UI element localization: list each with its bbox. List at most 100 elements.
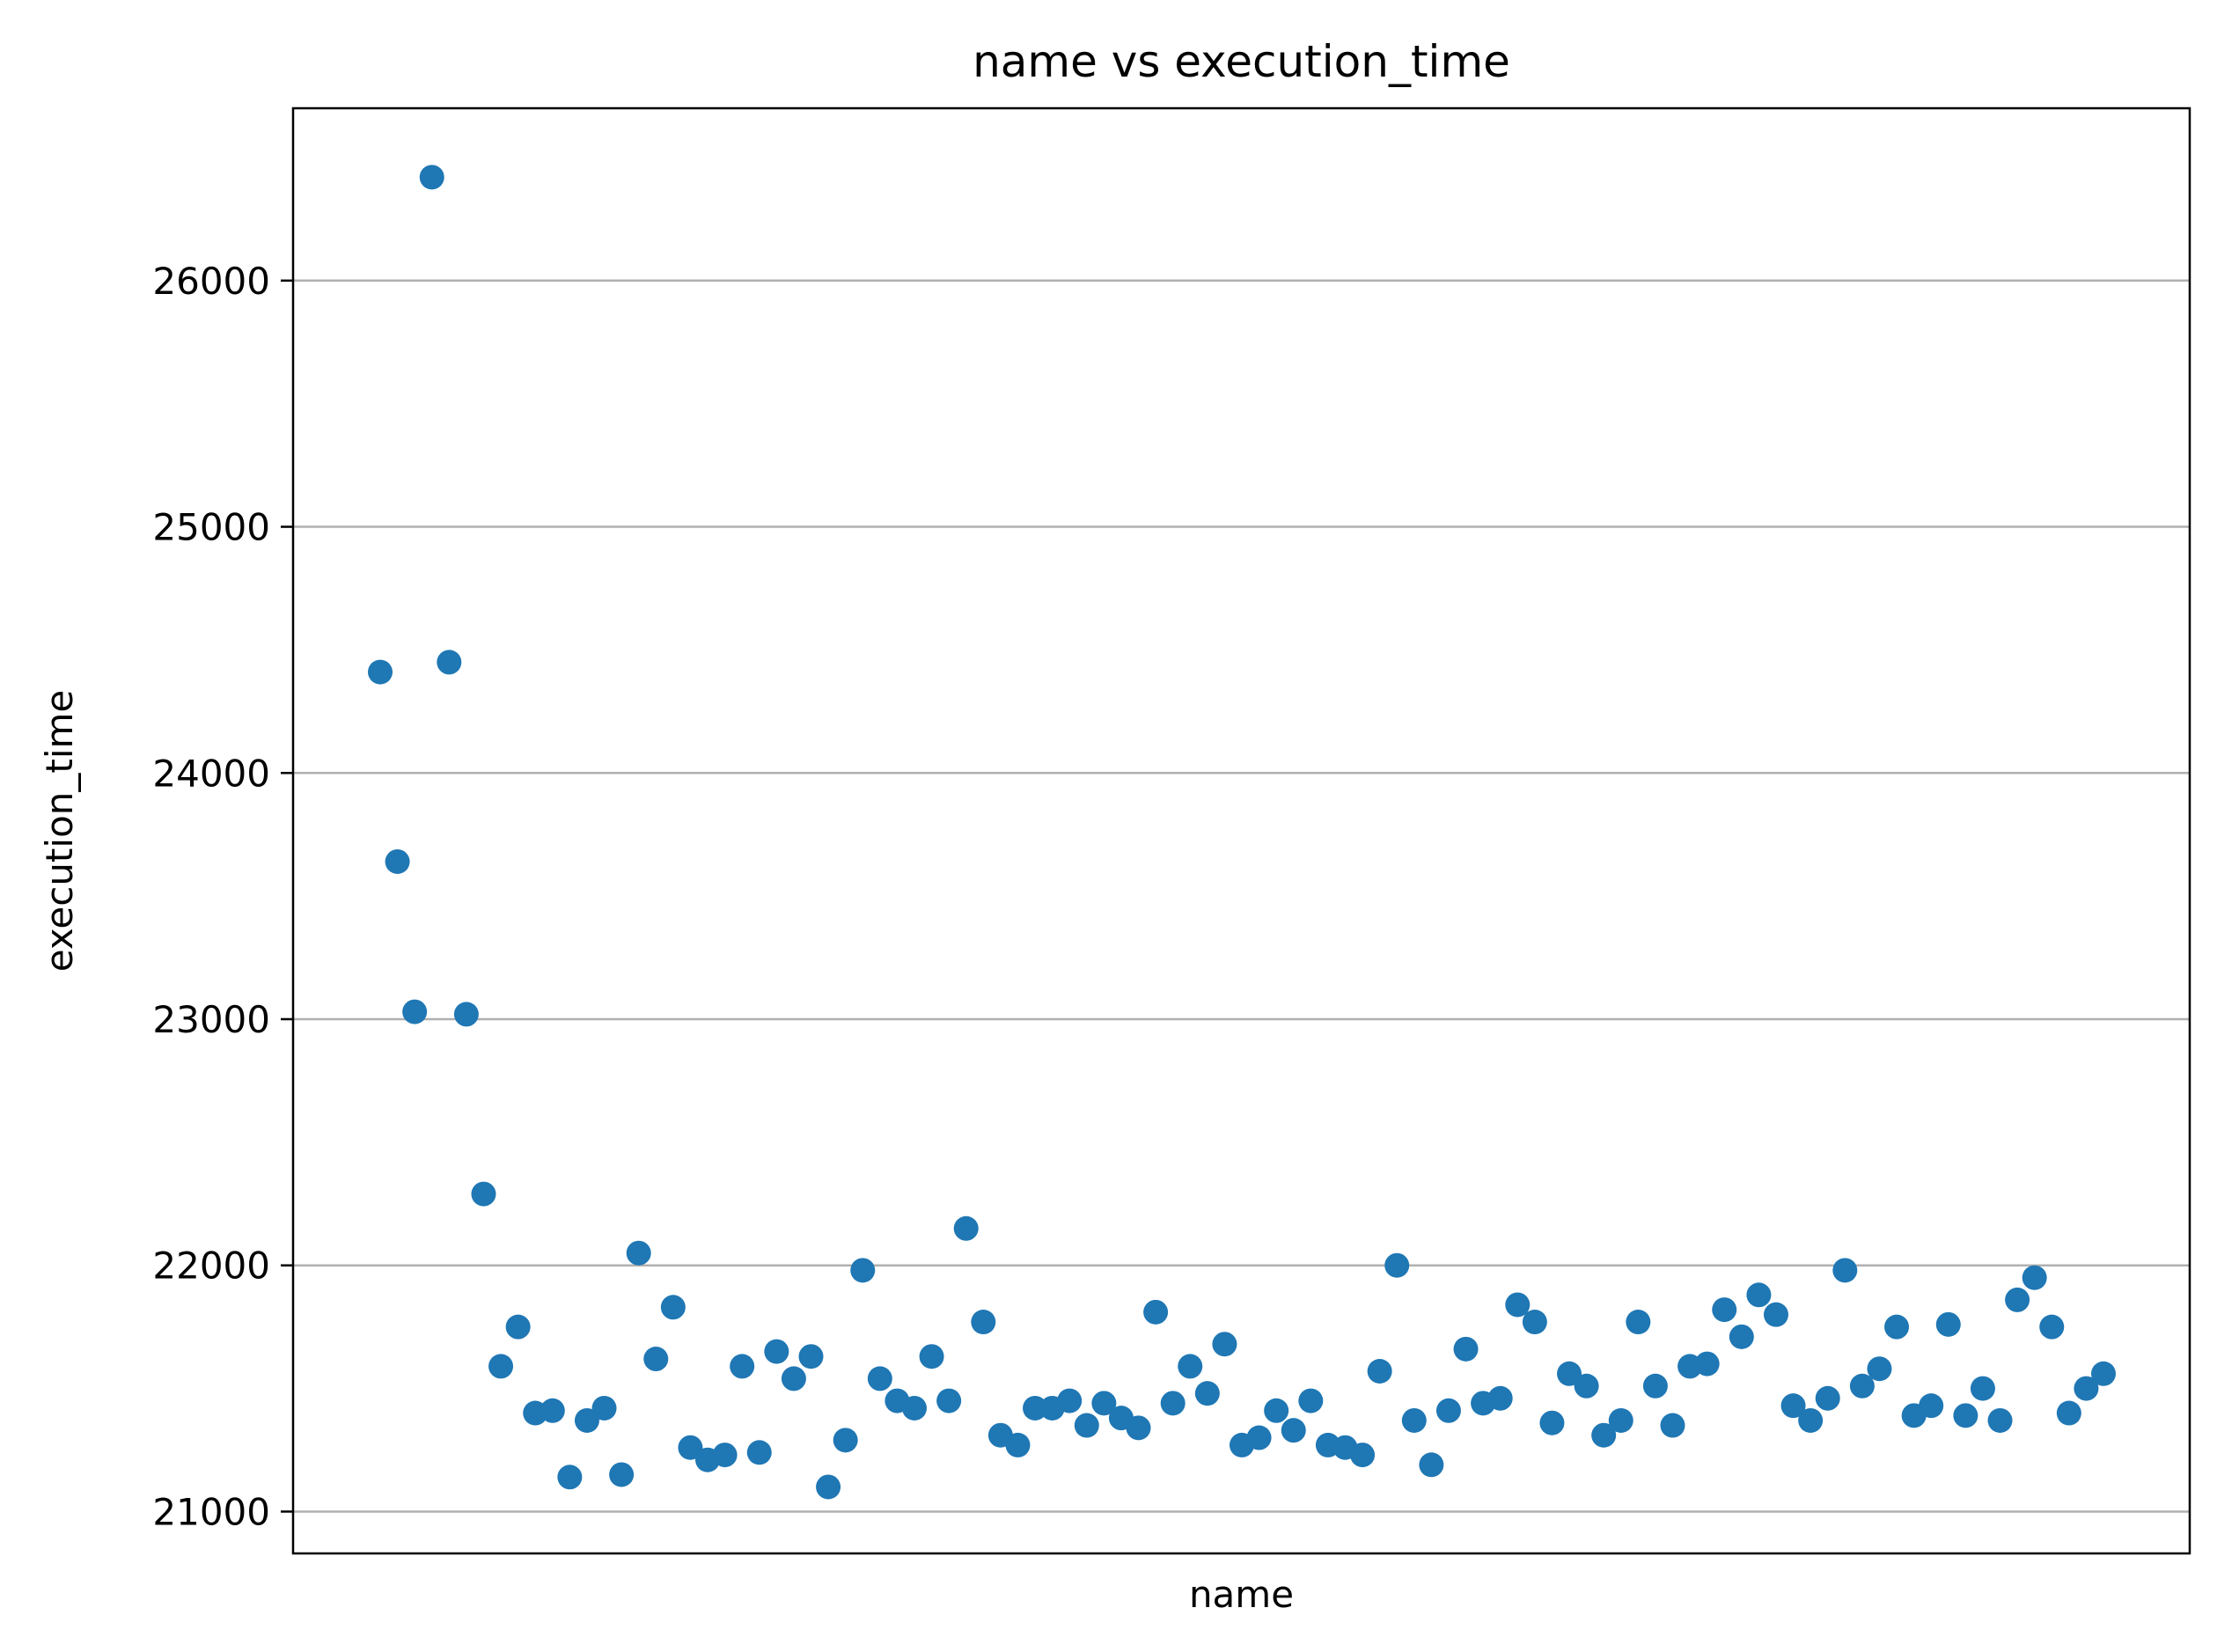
- y-tick-label: 21000: [152, 1490, 270, 1533]
- data-point: [1522, 1310, 1547, 1335]
- data-point: [402, 999, 428, 1024]
- data-point: [1023, 1395, 1048, 1421]
- axes-frame: [291, 106, 2191, 1555]
- data-point: [1143, 1299, 1169, 1325]
- data-point: [609, 1462, 635, 1487]
- data-point: [1160, 1391, 1186, 1416]
- data-point: [419, 165, 444, 190]
- data-point: [626, 1240, 651, 1266]
- data-point: [798, 1344, 824, 1369]
- data-point: [488, 1354, 514, 1379]
- data-point: [1246, 1425, 1272, 1450]
- data-point: [1074, 1413, 1099, 1438]
- y-axis-ticks: 21000 22000 23000 24000 25000 26000: [152, 260, 293, 1533]
- data-point: [833, 1428, 858, 1453]
- data-point: [1780, 1393, 1806, 1419]
- data-point: [1178, 1354, 1203, 1379]
- data-point: [1626, 1310, 1651, 1335]
- data-point: [1591, 1422, 1617, 1448]
- data-point: [2022, 1265, 2047, 1290]
- data-point: [1091, 1391, 1117, 1416]
- data-point: [953, 1215, 979, 1241]
- data-point: [471, 1181, 496, 1207]
- data-point: [643, 1347, 669, 1372]
- data-point: [453, 1002, 479, 1027]
- x-axis-label: name: [1189, 1573, 1294, 1616]
- data-point: [678, 1435, 703, 1460]
- data-point: [591, 1395, 617, 1421]
- data-point: [1953, 1403, 1978, 1428]
- data-point: [1970, 1376, 1995, 1401]
- data-point: [1574, 1373, 1599, 1399]
- data-point: [2005, 1287, 2030, 1312]
- data-point: [1453, 1336, 1479, 1362]
- data-point: [867, 1366, 892, 1391]
- data-point: [1849, 1373, 1875, 1399]
- data-point: [1505, 1292, 1531, 1318]
- data-point: [2074, 1376, 2099, 1401]
- data-point: [1384, 1252, 1410, 1278]
- data-point: [1057, 1388, 1083, 1413]
- data-point: [1608, 1407, 1633, 1433]
- data-point: [1694, 1351, 1720, 1377]
- data-point: [1746, 1282, 1772, 1308]
- data-point: [1367, 1359, 1392, 1384]
- data-point: [1712, 1297, 1737, 1323]
- data-point: [2039, 1314, 2065, 1340]
- data-point: [1919, 1393, 1944, 1419]
- data-point: [1005, 1432, 1031, 1457]
- data-point: [437, 650, 462, 675]
- y-tick-label: 26000: [152, 260, 270, 303]
- data-point: [919, 1344, 944, 1369]
- data-point: [1867, 1356, 1892, 1382]
- data-point: [764, 1339, 789, 1364]
- data-point: [368, 659, 393, 685]
- data-point: [1557, 1361, 1582, 1386]
- data-point: [1487, 1385, 1513, 1411]
- data-point: [1350, 1443, 1376, 1468]
- data-point: [1126, 1415, 1151, 1441]
- data-point: [1264, 1398, 1289, 1423]
- y-tick-label: 25000: [152, 506, 270, 549]
- data-point: [505, 1314, 531, 1340]
- data-point: [901, 1395, 927, 1421]
- data-point: [1832, 1258, 1858, 1283]
- data-point: [1419, 1452, 1444, 1478]
- data-point: [1935, 1311, 1961, 1337]
- data-point: [1763, 1302, 1788, 1327]
- data-point: [1435, 1398, 1461, 1423]
- y-tick-label: 23000: [152, 998, 270, 1041]
- data-point: [781, 1366, 806, 1391]
- data-point: [850, 1258, 876, 1283]
- data-point: [385, 848, 410, 874]
- data-point: [1401, 1407, 1427, 1433]
- data-point: [1798, 1407, 1824, 1433]
- data-points: [368, 165, 2116, 1500]
- y-gridlines: [293, 279, 2190, 1513]
- data-point: [971, 1310, 996, 1335]
- data-point: [1539, 1410, 1565, 1435]
- data-point: [557, 1465, 583, 1490]
- data-point: [1884, 1314, 1910, 1340]
- data-point: [1660, 1413, 1685, 1438]
- data-point: [1212, 1332, 1237, 1357]
- data-point: [1815, 1385, 1840, 1411]
- y-axis-label: execution_time: [38, 690, 81, 973]
- chart-title: name vs execution_time: [973, 36, 1510, 87]
- data-point: [660, 1295, 686, 1320]
- data-point: [816, 1474, 841, 1500]
- data-point: [1298, 1388, 1324, 1413]
- data-point: [1642, 1373, 1668, 1399]
- data-point: [730, 1354, 755, 1379]
- data-point: [574, 1407, 599, 1433]
- data-point: [746, 1440, 772, 1465]
- data-point: [936, 1388, 962, 1413]
- data-point: [712, 1443, 738, 1468]
- data-point: [1729, 1324, 1754, 1349]
- y-tick-label: 22000: [152, 1245, 270, 1288]
- y-tick-label: 24000: [152, 752, 270, 795]
- data-point: [1194, 1381, 1220, 1406]
